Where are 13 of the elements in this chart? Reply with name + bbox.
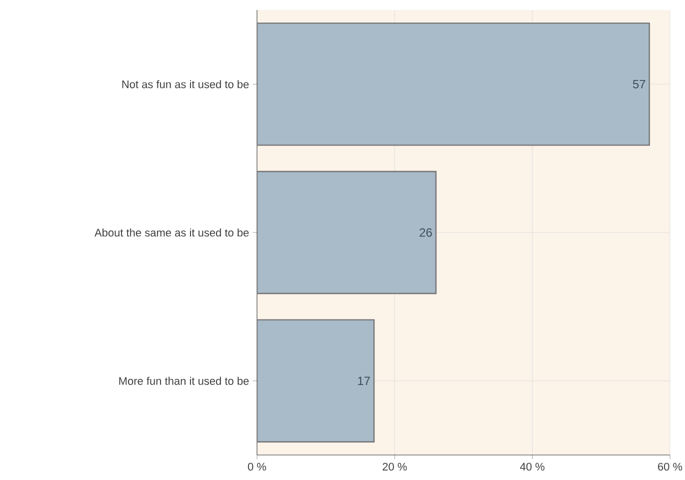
x-tick-label: 20 %	[382, 462, 407, 471]
y-tick-label: More fun than it used to be	[119, 376, 249, 385]
data-label: 26	[420, 228, 432, 237]
x-tick-label: 0 %	[248, 462, 266, 471]
data-label: 57	[632, 80, 646, 88]
data-label: 17	[358, 376, 370, 385]
bar	[257, 170, 437, 294]
x-tick-label: 60 %	[658, 462, 682, 471]
x-tick-label: 40 %	[520, 462, 544, 471]
y-tick-label: About the same as it used to be	[94, 228, 249, 237]
y-tick-label: Not as fun as it used to be	[122, 80, 249, 88]
bar	[257, 319, 375, 442]
bar	[257, 22, 650, 146]
